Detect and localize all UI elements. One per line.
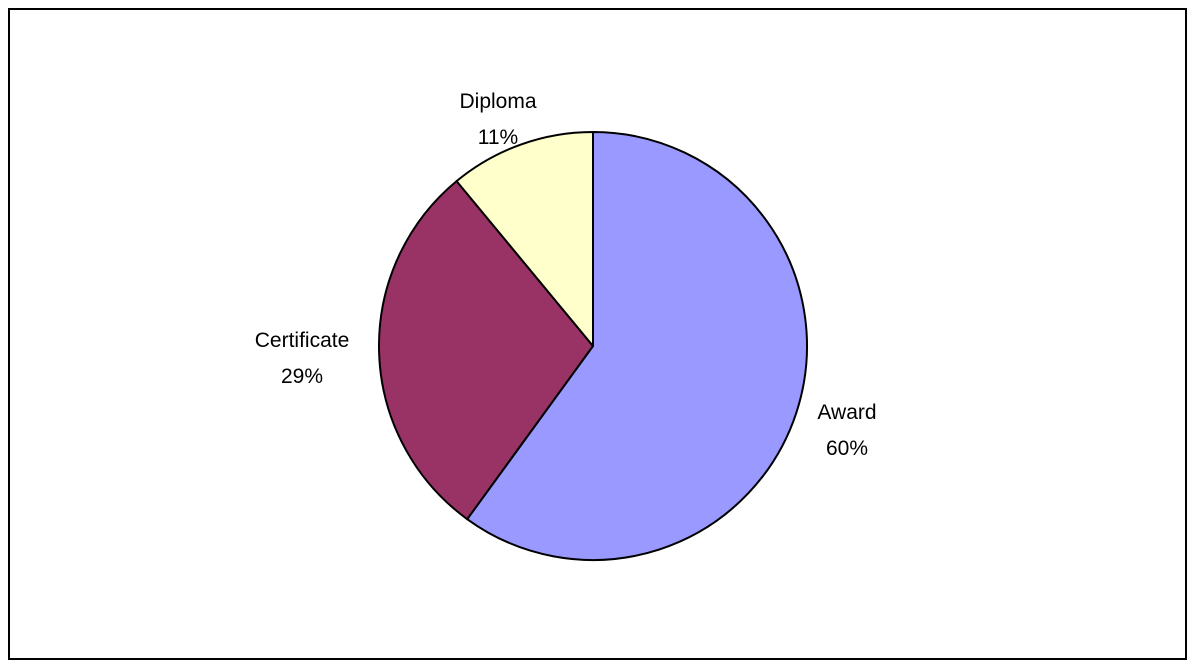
slice-labels: Award 60% Certificate 29% Diploma 11%	[255, 90, 877, 460]
slice-label-percent-certificate: 29%	[281, 365, 323, 388]
slice-label-percent-diploma: 11%	[478, 126, 518, 149]
slice-label-name-diploma: Diploma	[459, 90, 536, 113]
slice-label-name-award: Award	[817, 401, 876, 424]
slice-label-percent-award: 60%	[826, 437, 868, 460]
pie-slices	[378, 131, 808, 561]
pie-slice-certificate	[378, 180, 594, 521]
pie-slice-award	[466, 131, 808, 561]
pie-slice-diploma	[455, 131, 594, 347]
slice-label-name-certificate: Certificate	[255, 329, 350, 352]
